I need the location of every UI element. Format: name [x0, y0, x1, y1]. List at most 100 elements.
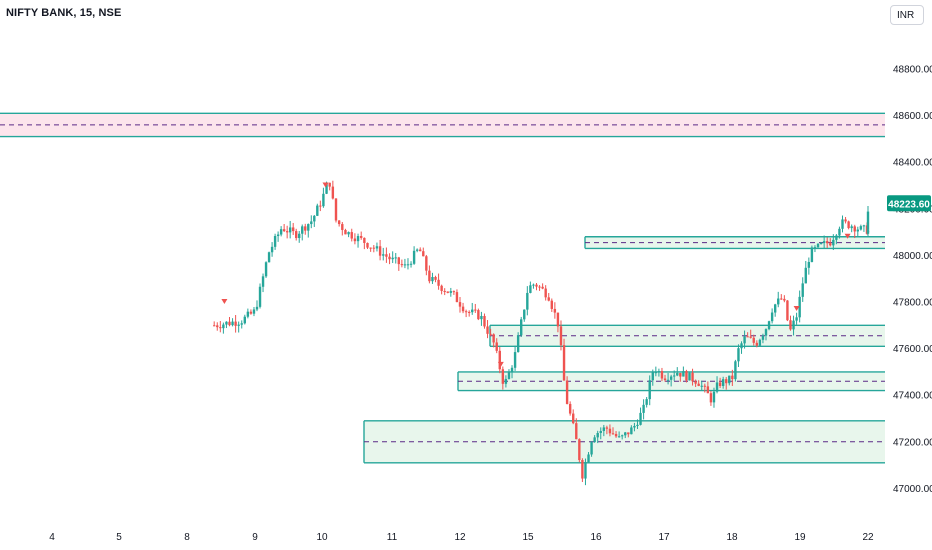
last-price-badge-bg [887, 195, 931, 212]
candle-body [328, 182, 331, 187]
candle-body [700, 385, 703, 387]
time-tick-label: 18 [726, 532, 738, 543]
currency-selector[interactable]: INR [890, 5, 924, 25]
candle-body [428, 270, 431, 282]
candle-body [835, 235, 838, 240]
candle-body [866, 211, 870, 230]
candle-body [480, 315, 483, 320]
candle-body [819, 242, 823, 244]
candle-body [599, 430, 602, 434]
candle-body [225, 321, 228, 325]
candle-body [856, 229, 859, 232]
time-tick-label: 12 [454, 532, 466, 543]
candle-body [304, 226, 307, 231]
candle-body [654, 372, 658, 374]
candle-body [228, 321, 231, 326]
candle-body [437, 279, 440, 286]
candle-body [415, 249, 419, 251]
candle-body [740, 343, 743, 349]
candle-body [605, 427, 609, 429]
candle-body [562, 345, 566, 381]
candle-body [673, 375, 676, 377]
time-tick-label: 19 [794, 532, 806, 543]
candle-body [334, 198, 338, 221]
candle-body [810, 247, 814, 262]
price-axis[interactable]: 48800.0048600.0048400.0048200.0048000.00… [893, 65, 932, 495]
candle-body [425, 256, 428, 271]
zone-demand-box [490, 325, 885, 347]
signal-marker [793, 305, 800, 311]
candle-body [703, 385, 706, 387]
candle-body [492, 334, 495, 343]
candle-body [498, 350, 501, 370]
price-tick-label: 47000.00 [893, 484, 932, 495]
candle-body [234, 321, 237, 326]
candle-body [752, 337, 755, 343]
candle-body [645, 399, 648, 405]
candle-body [523, 309, 526, 320]
candle-body [715, 382, 719, 392]
candle-body [246, 311, 250, 317]
candle-body [620, 435, 624, 437]
candle-body [688, 372, 691, 381]
candle-body [847, 221, 850, 229]
symbol-title: NIFTY BANK, 15, NSE [6, 7, 122, 19]
signal-marker [844, 233, 851, 239]
price-tick-label: 48600.00 [893, 111, 932, 122]
candles-layer [213, 180, 870, 486]
candle-body [495, 342, 498, 351]
candle-body [676, 372, 679, 376]
candle-body [385, 254, 388, 257]
candle-body [764, 329, 768, 336]
candle-body [412, 250, 416, 264]
candle-body [388, 256, 391, 260]
time-tick-label: 9 [252, 532, 258, 543]
candle-body [553, 308, 557, 313]
candle-body [535, 284, 538, 287]
candle-body [602, 427, 606, 431]
signal-marker [221, 299, 228, 304]
candle-body [550, 300, 553, 309]
candle-body [608, 428, 612, 434]
candle-body [319, 205, 322, 207]
candle-body [507, 371, 511, 379]
candle-body [474, 309, 477, 311]
candle-body [663, 378, 667, 381]
candle-body [258, 286, 262, 307]
candle-body [282, 229, 286, 232]
candle-body [337, 220, 341, 225]
price-tick-label: 47200.00 [893, 437, 932, 448]
candle-body [375, 246, 379, 249]
candle-body [307, 224, 310, 231]
candle-body [859, 226, 863, 230]
candle-body [366, 242, 369, 248]
candle-body [575, 423, 578, 440]
candle-body [443, 290, 446, 292]
time-axis[interactable]: 4 5 8 9 10 11 12 15 16 17 18 19 22 [49, 532, 874, 543]
candle-body [285, 231, 289, 233]
candle-body [249, 311, 253, 314]
candle-body [679, 372, 682, 377]
candle-body [213, 325, 216, 327]
time-tick-label: 11 [387, 532, 398, 543]
candle-body [347, 232, 350, 235]
last-price-badge: 48223.60 [887, 195, 931, 212]
candle-body [728, 375, 731, 384]
time-tick-label: 17 [658, 532, 670, 543]
candle-body [267, 252, 271, 263]
candle-body [755, 342, 759, 346]
candle-body [813, 247, 817, 249]
candle-body [816, 243, 820, 248]
candle-body [310, 221, 313, 225]
candle-body [382, 254, 385, 256]
candle-body [378, 246, 382, 256]
candle-body [434, 276, 437, 280]
candle-body [578, 439, 581, 461]
candle-body [767, 321, 771, 330]
candle-body [231, 321, 234, 326]
price-tick-label: 47800.00 [893, 298, 932, 309]
candle-body [240, 323, 243, 325]
candle-body [464, 311, 468, 313]
candle-body [446, 291, 449, 293]
